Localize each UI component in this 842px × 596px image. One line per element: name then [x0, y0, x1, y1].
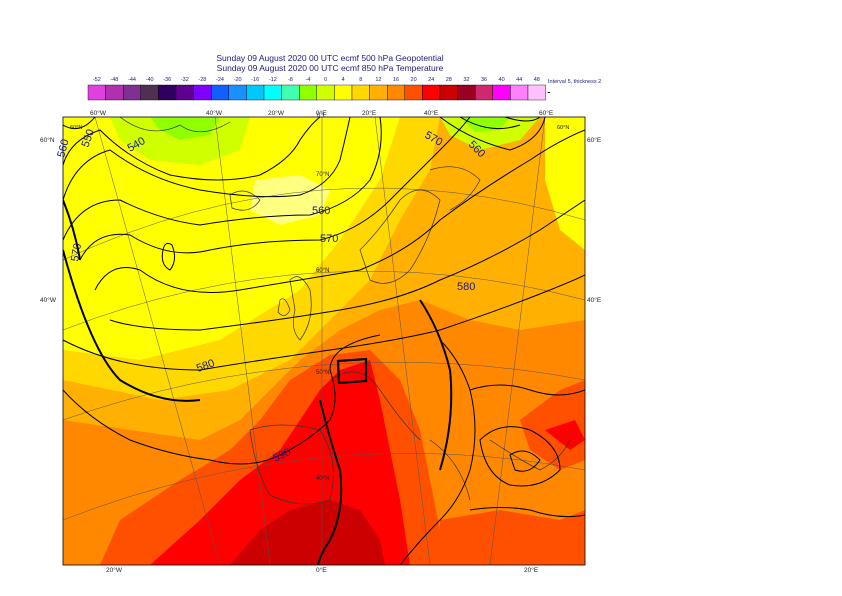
legend-tick-label: 40	[499, 77, 505, 83]
lat-label-50n: 50°N	[316, 370, 329, 376]
lon-label-20e-top: 20°E	[362, 110, 377, 117]
legend-tick-label: -20	[234, 77, 242, 83]
contour-label: 570	[320, 233, 338, 245]
legend-swatch	[527, 84, 546, 101]
lon-label-40e-top: 40°E	[424, 110, 439, 117]
legend-tick-label: 20	[411, 77, 417, 83]
legend-tick-label: 28	[446, 77, 452, 83]
map-title-temperature: Sunday 09 August 2020 00 UTC ecmf 850 hP…	[216, 63, 444, 73]
lon-label-20w-bottom: 20°W	[106, 567, 122, 574]
legend-tick-label: 36	[481, 77, 487, 83]
legend-tick-label: 24	[428, 77, 434, 83]
legend-tick-label: 0	[324, 77, 327, 83]
lat-label-40n: 40°N	[316, 476, 329, 482]
legend-tick-label: 48	[534, 77, 540, 83]
legend-tick-label: -12	[269, 77, 277, 83]
contour-label: 560	[312, 205, 330, 217]
lon-label-40w-top: 40°W	[206, 110, 222, 117]
legend-tick-label: -16	[251, 77, 259, 83]
lon-label-20e-bottom: 20°E	[524, 567, 539, 574]
legend-tick-label: 8	[359, 77, 362, 83]
legend-tick-label: -36	[163, 77, 171, 83]
lon-label-0e-bottom: 0°E	[316, 567, 327, 574]
temperature-field	[63, 117, 585, 565]
contour-label: 560	[55, 138, 71, 159]
legend-tick-label: -48	[110, 77, 118, 83]
legend-tick-label: -44	[128, 77, 136, 83]
legend-tick-label: 32	[463, 77, 469, 83]
legend-tick-label: -40	[146, 77, 154, 83]
map-border	[62, 116, 586, 566]
lon-label-0e-inner: 0°E	[317, 113, 327, 119]
lat-label-70n: 70°N	[316, 172, 329, 178]
lat-label-60n: 60°N	[316, 268, 329, 274]
contour-label: 570	[69, 242, 84, 262]
legend-tick-label: -28	[198, 77, 206, 83]
legend-tick-label: -52	[93, 77, 101, 83]
legend-tick-label: -24	[216, 77, 224, 83]
legend-tick-label: -4	[306, 77, 311, 83]
contour-labels: 540 550 560 570 580 590 560 570 580 560 …	[55, 128, 487, 465]
inner-grid-labels: 70°N 60°N 50°N 40°N 0°E	[316, 113, 329, 482]
legend-tick-label: 44	[516, 77, 522, 83]
legend-tick-label: 4	[342, 77, 345, 83]
lon-label-20w-top: 20°W	[268, 110, 284, 117]
corner-label-tr: 60°N	[557, 125, 570, 131]
color-legend: -52 -48 -44 -40 -36 -32 -28 -24 -20 -16 -12 -8 -4 0 4 8…	[87, 77, 550, 101]
legend-note: Interval 5, thickness 2	[548, 79, 602, 85]
lon-label-60w-top: 60°W	[90, 110, 106, 117]
legend-tick-label: -32	[181, 77, 189, 83]
lon-label-40e-right: 40°E	[587, 297, 602, 304]
lon-label-0e-top: 0°E	[316, 110, 327, 117]
contour-label: 580	[457, 281, 475, 293]
contour-label: 580	[195, 357, 216, 375]
lon-label-60e-top: 60°E	[539, 110, 554, 117]
contour-label: 550	[80, 128, 98, 149]
legend-tick-label: 12	[375, 77, 381, 83]
coastlines	[119, 117, 571, 505]
legend-tick-label: -8	[288, 77, 293, 83]
highlight-box	[336, 357, 368, 385]
legend-tick-label: 16	[393, 77, 399, 83]
geopotential-contours-thick	[63, 199, 453, 565]
lon-label-40w-left: 40°W	[40, 297, 56, 304]
corner-label-tl: 60°N	[70, 125, 83, 131]
map-title-geopotential: Sunday 09 August 2020 00 UTC ecmf 500 hP…	[216, 53, 444, 63]
lat-label-60n-left: 60°N	[40, 137, 55, 144]
lat-label-60e-right: 60°E	[587, 137, 602, 144]
geopotential-contours	[63, 117, 585, 565]
